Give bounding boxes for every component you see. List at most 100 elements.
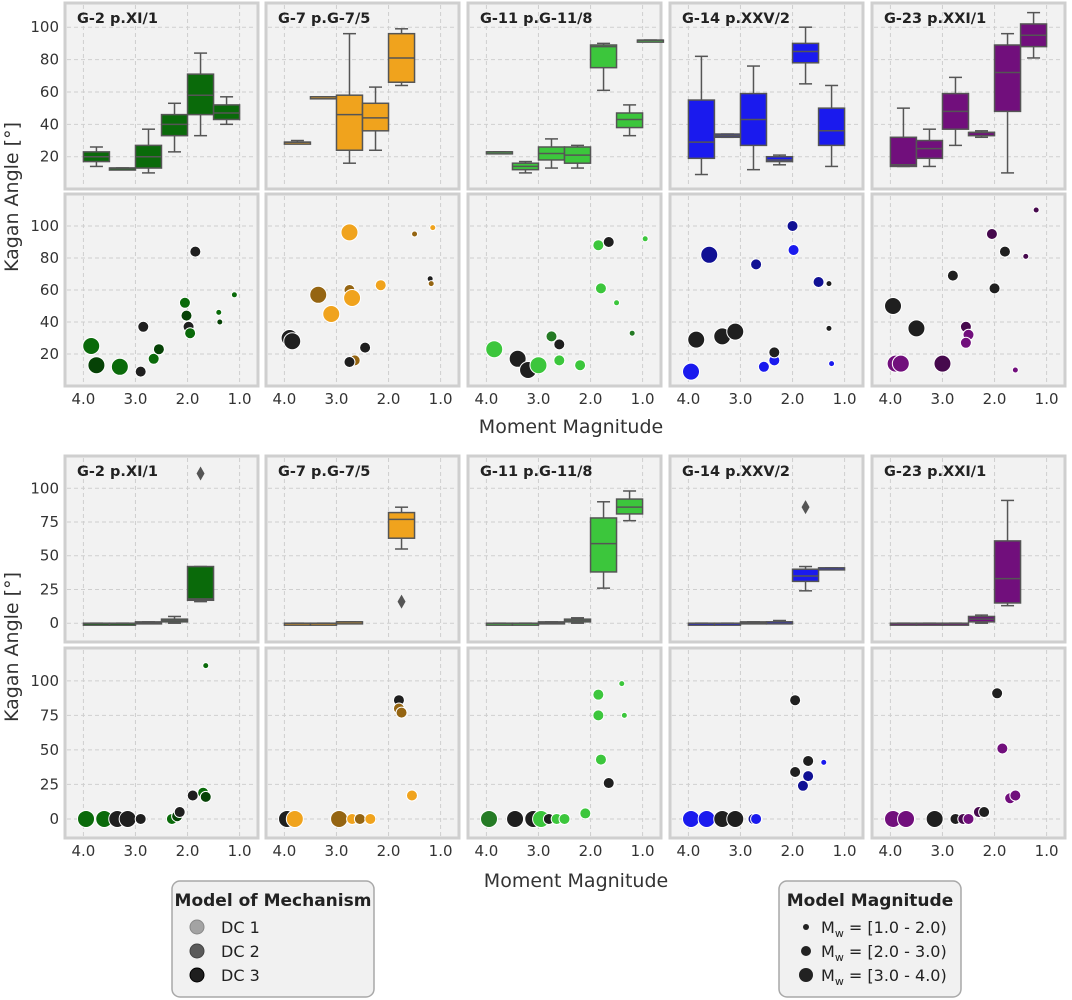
box-1.75 xyxy=(791,500,820,592)
scatter-point xyxy=(285,809,304,828)
scatter-point xyxy=(750,812,763,825)
scatter-point xyxy=(429,224,437,232)
scatter-point xyxy=(946,269,959,282)
scatter-point xyxy=(700,245,719,264)
x-tick-label: 3.0 xyxy=(527,390,551,408)
x-tick-label: 4.0 xyxy=(272,390,296,408)
x-tick-label: 2.0 xyxy=(176,390,200,408)
y-tick-label: 0 xyxy=(49,614,59,632)
scatter-point xyxy=(618,680,626,688)
scatter-point xyxy=(189,245,202,258)
x-tick-label: 1.0 xyxy=(228,390,252,408)
scatter-point xyxy=(186,789,199,802)
y-tick-label: 0 xyxy=(49,810,59,828)
scatter-point xyxy=(137,320,150,333)
box-3.25 xyxy=(309,96,338,100)
subplot-title: G-7 p.G-7/5 xyxy=(278,464,370,480)
bottom-y-axis-label: Kagan Angle [°] xyxy=(1,572,23,722)
box-3.75 xyxy=(889,107,918,168)
scatter-point xyxy=(134,812,147,825)
scatter-point xyxy=(907,319,926,338)
scatter-point xyxy=(180,309,193,322)
bottom-x-axis-label: Moment Magnitude xyxy=(484,870,668,892)
subplot-box-bottom-5: G-23 p.XXI/1 xyxy=(870,454,1067,644)
legend-mw-small-marker xyxy=(803,924,809,930)
box-1.25 xyxy=(817,84,846,168)
scatter-point xyxy=(988,282,1001,295)
y-tick-label: 20 xyxy=(40,345,59,363)
subplot-background xyxy=(668,646,865,840)
scatter-point xyxy=(726,809,745,828)
x-tick-label: 2.0 xyxy=(983,842,1007,860)
box-2.75 xyxy=(537,621,566,625)
scatter-point xyxy=(594,282,607,295)
scatter-point xyxy=(529,356,548,375)
x-tick-label: 2.0 xyxy=(983,390,1007,408)
scatter-point xyxy=(697,809,716,828)
scatter-point xyxy=(985,228,998,240)
subplot-title: G-14 p.XXV/2 xyxy=(682,11,790,27)
y-tick-label: 50 xyxy=(40,547,59,565)
scatter-point xyxy=(309,285,328,304)
legend-magnitude: Model Magnitude Mw = [1.0 - 2.0) Mw = [2… xyxy=(778,880,962,998)
subplot-box-top-3: G-11 p.G-11/8 xyxy=(466,1,665,191)
box-0.85 xyxy=(636,39,665,43)
scatter-point xyxy=(812,276,825,288)
scatter-point xyxy=(283,332,302,351)
box-2.25 xyxy=(563,144,592,169)
subplot-box-bottom-1: 0 25 50 75 100 G-2 p.XI/1 xyxy=(30,454,260,644)
legend-dc1-marker xyxy=(189,919,205,935)
scatter-point xyxy=(147,352,160,365)
scatter-point xyxy=(1011,366,1019,374)
box-body xyxy=(589,44,618,69)
box-2.75 xyxy=(134,128,163,174)
box-3.75 xyxy=(82,146,111,168)
scatter-point xyxy=(750,258,763,271)
scatter-point xyxy=(330,809,349,828)
scatter-point xyxy=(787,244,800,256)
scatter-point xyxy=(553,354,566,367)
scatter-point xyxy=(553,338,566,351)
subplot-title: G-7 p.G-7/5 xyxy=(278,11,370,27)
legend-mw-large-label: Mw = [3.0 - 4.0) xyxy=(821,966,947,988)
legend-magnitude-item: Mw = [2.0 - 3.0) xyxy=(801,942,947,964)
legend-dc2-marker xyxy=(189,943,205,959)
scatter-point xyxy=(757,360,770,373)
legend-magnitude-item: Mw = [1.0 - 2.0) xyxy=(803,918,947,940)
scatter-point xyxy=(545,330,558,343)
box-3.25 xyxy=(713,622,742,626)
legend-dc3-marker xyxy=(189,967,205,983)
scatter-point xyxy=(215,308,223,316)
scatter-point xyxy=(996,742,1009,755)
scatter-point xyxy=(682,362,701,381)
y-tick-label: 20 xyxy=(40,148,59,166)
subplot-title: G-11 p.G-11/8 xyxy=(480,11,593,27)
y-tick-label: 60 xyxy=(40,83,59,101)
box-body xyxy=(160,113,189,137)
subplot-background xyxy=(63,454,260,644)
scatter-point xyxy=(786,220,799,232)
box-2.75 xyxy=(941,622,970,626)
panels-layer: 20 40 60 80 100 G-2 p.XI/1 G-7 p.G-7/5 G-11 p.G… xyxy=(30,1,1067,860)
legend-mw-small-label: Mw = [1.0 - 2.0) xyxy=(821,918,947,940)
scatter-point xyxy=(687,330,706,349)
scatter-point xyxy=(592,239,605,252)
box-2.75 xyxy=(739,621,768,625)
scatter-point xyxy=(682,809,701,828)
subplot-title: G-14 p.XXV/2 xyxy=(682,464,790,480)
box-2.25 xyxy=(967,614,996,624)
box-2.25 xyxy=(361,86,390,151)
scatter-point xyxy=(991,687,1004,700)
subplot-box-top-4: G-14 p.XXV/2 xyxy=(668,1,865,191)
scatter-point xyxy=(364,812,377,825)
box-body xyxy=(186,565,215,602)
box-3.25 xyxy=(713,133,742,139)
box-1.25 xyxy=(615,104,644,137)
box-2.75 xyxy=(739,65,768,171)
subplot-scatter-top-4: 4.0 3.0 2.0 1.0 xyxy=(668,192,865,408)
x-tick-label: 3.0 xyxy=(729,390,753,408)
scatter-point xyxy=(925,809,944,828)
scatter-point xyxy=(134,365,147,378)
scatter-point xyxy=(374,279,387,292)
x-tick-label: 4.0 xyxy=(474,390,498,408)
